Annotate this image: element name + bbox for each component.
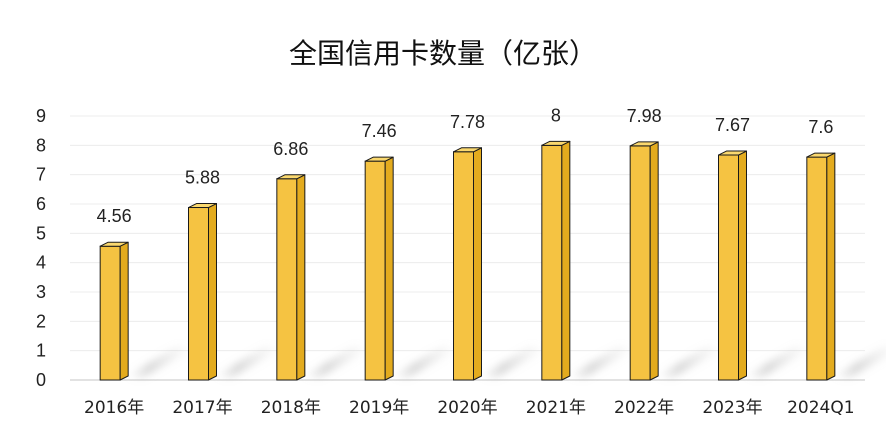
bar [99,245,121,381]
bar-group: 6.86 [273,139,369,381]
x-tick-label: 2021年 [526,398,586,418]
bar-group: 7.78 [450,112,546,381]
data-label: 7.67 [715,115,750,135]
bar-side [384,156,394,381]
bar [276,178,298,381]
bar-shadow [391,346,458,378]
bar-side [296,174,306,381]
bar-side [649,141,659,381]
bar-top [718,150,747,156]
data-label: 8 [551,105,561,125]
data-label: 6.86 [273,139,308,159]
bar-shadow [126,346,193,378]
bar-group: 7.67 [715,115,811,381]
bar-top [276,174,306,180]
bar-shadow [832,346,886,378]
bar-side [473,147,482,381]
bar-group: 5.88 [185,168,281,381]
bar-side [738,150,747,381]
data-label: 5.88 [185,168,220,188]
y-tick-label: 7 [36,165,46,185]
y-tick-label: 2 [36,311,46,331]
x-tick-label: 2020年 [437,398,497,418]
x-tick-label: 2019年 [349,398,409,418]
y-tick-label: 8 [36,135,46,155]
bar-top [629,141,659,147]
bar-side [826,152,836,381]
bar-group: 7.98 [627,106,723,381]
bar-top [806,152,836,158]
bar [806,156,828,381]
bar [453,151,474,381]
bar-shadow [302,346,369,378]
bar-group: 7.46 [362,121,458,381]
bar-top [99,241,129,247]
bar [541,144,563,381]
bar-top [541,140,571,146]
bar-group: 4.56 [97,206,193,381]
chart-title: 全国信用卡数量（亿张） [288,37,597,70]
x-tick-label: 2024Q1 [787,398,854,418]
bar-side [208,203,217,381]
bar [629,145,651,381]
y-tick-label: 0 [36,370,46,390]
x-tick-label: 2016年 [84,398,144,418]
bar-shadow [567,346,634,378]
x-tick-label: 2023年 [702,398,762,418]
y-tick-label: 3 [36,282,46,302]
bar [188,207,209,381]
bar-shadow [214,346,281,378]
bar-top [188,203,217,209]
data-label: 7.46 [362,121,397,141]
x-tick-label: 2018年 [261,398,321,418]
bar [718,154,739,381]
data-label: 7.6 [808,117,833,137]
x-tick-label: 2022年 [614,398,674,418]
data-label: 4.56 [97,206,132,226]
x-tick-label: 2017年 [172,398,232,418]
y-tick-label: 6 [36,194,46,214]
bar-group: 7.6 [806,117,886,381]
y-tick-label: 5 [36,223,46,243]
bar-shadow [744,346,811,378]
y-tick-label: 9 [36,106,46,126]
data-label: 7.98 [627,106,662,126]
y-tick-label: 1 [36,341,46,361]
bar-side [561,140,571,381]
data-label: 7.78 [450,112,485,132]
bar-side [119,241,129,381]
bar-group: 8 [541,105,634,381]
y-tick-label: 4 [36,253,46,273]
bar-top [453,147,482,153]
bar-shadow [656,346,723,378]
bar [364,160,386,381]
bar-top [364,156,394,162]
bar-shadow [479,346,546,378]
